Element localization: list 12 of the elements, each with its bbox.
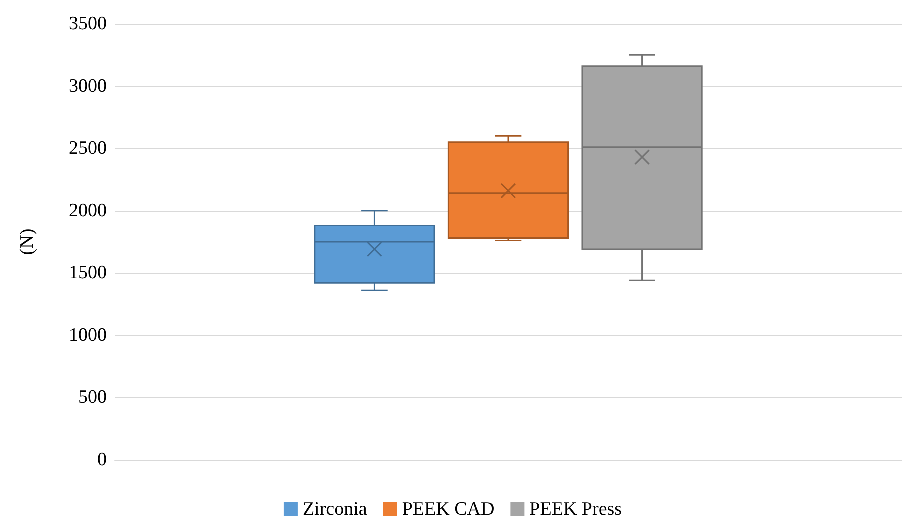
legend-label: Zirconia <box>302 499 368 520</box>
y-axis-title: (N) <box>17 228 38 256</box>
y-tick-label: 0 <box>98 450 107 470</box>
y-tick-label: 3000 <box>69 76 107 97</box>
y-tick-label: 3500 <box>69 14 107 34</box>
y-tick-label: 2500 <box>69 138 107 160</box>
y-tick-label: 500 <box>78 387 107 408</box>
y-tick-label: 1000 <box>69 324 107 346</box>
y-tick-label: 2000 <box>69 200 107 222</box>
y-tick-label: 1500 <box>69 262 107 284</box>
legend-label: PEEK CAD <box>402 499 495 520</box>
legend-label: PEEK Press <box>530 499 622 520</box>
